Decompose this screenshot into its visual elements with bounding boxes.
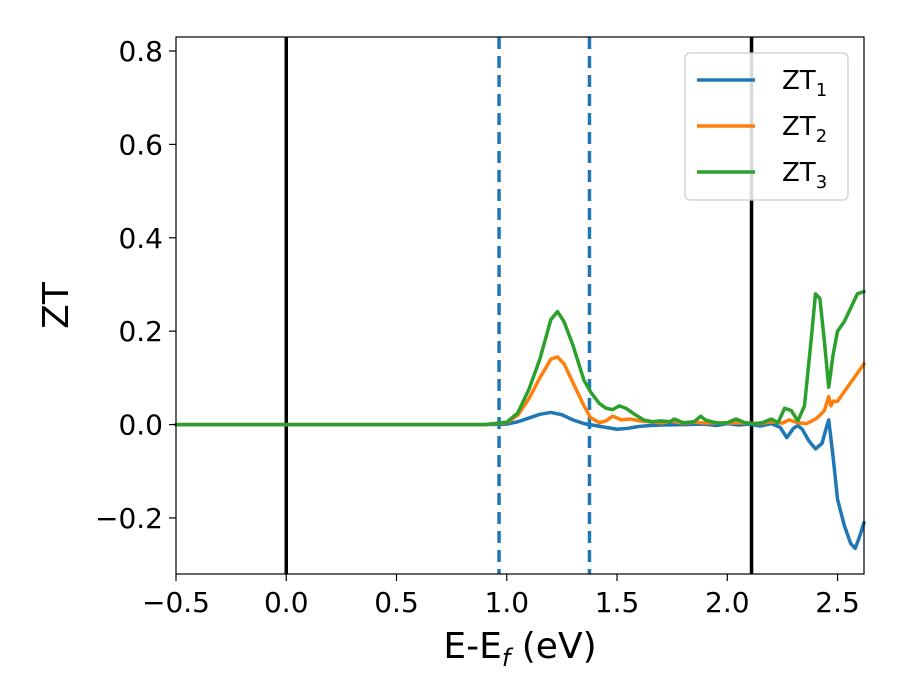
x-tick-label: 0.0 [264, 586, 309, 619]
x-tick-label: −0.5 [142, 586, 210, 619]
y-axis-ticks: −0.2 0.0 0.2 0.4 0.6 0.8 [95, 35, 176, 535]
y-tick-label: −0.2 [95, 502, 163, 535]
x-axis-title-main: E-E [443, 626, 501, 667]
x-tick-label: 0.5 [374, 586, 419, 619]
legend-box [684, 52, 849, 201]
data-series [174, 289, 866, 551]
x-axis-ticks: −0.5 0.0 0.5 1.0 1.5 2.0 2.5 [142, 574, 860, 619]
legend-label-zt2: ZT2 [782, 112, 827, 147]
legend-label-zt1: ZT1 [782, 66, 827, 101]
x-axis-title: E-Ef (eV) [443, 626, 596, 672]
y-axis-title: ZT [36, 281, 77, 329]
y-tick-label: 0.0 [118, 409, 163, 442]
series-line-zt3 [174, 289, 866, 427]
x-tick-label: 1.5 [595, 586, 640, 619]
y-tick-label: 0.2 [118, 315, 163, 348]
x-axis-title-unit: (eV) [510, 626, 596, 667]
x-tick-label: 2.5 [815, 586, 860, 619]
y-tick-label: 0.4 [118, 222, 163, 255]
legend: ZT1 ZT2 ZT3 [684, 52, 849, 201]
y-tick-label: 0.8 [118, 35, 163, 68]
y-tick-label: 0.6 [118, 128, 163, 161]
plot-area-frame [175, 36, 865, 575]
x-tick-label: 1.0 [485, 586, 530, 619]
legend-label-zt3: ZT3 [782, 158, 827, 193]
x-tick-label: 2.0 [705, 586, 750, 619]
